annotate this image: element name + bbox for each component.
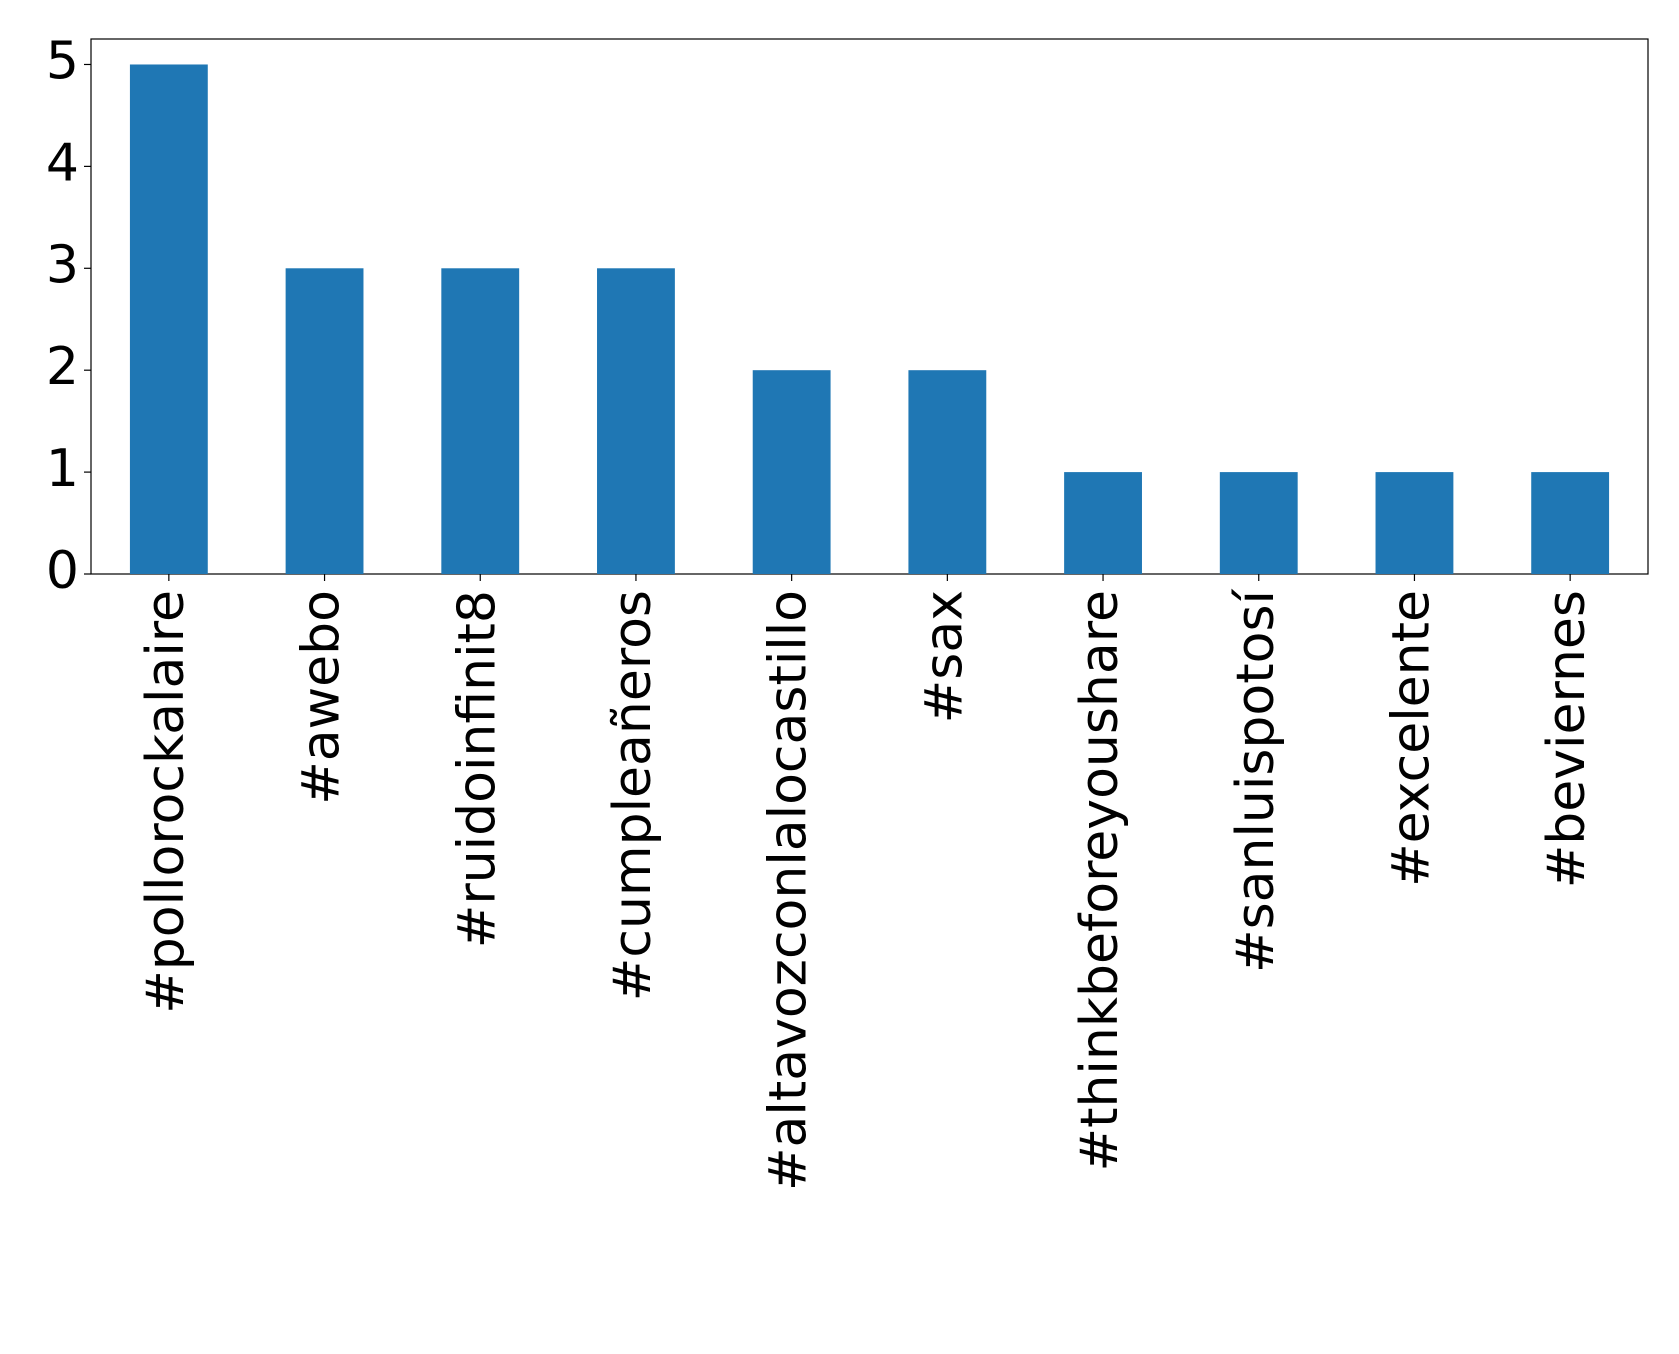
x-tick-label: #cumpleañeros xyxy=(603,590,663,1001)
x-tick-label: #thinkbeforeyoushare xyxy=(1070,590,1130,1171)
x-tick-label: #beviernes xyxy=(1537,590,1597,888)
bar xyxy=(1219,472,1298,574)
y-tick-label: 5 xyxy=(46,31,79,91)
bar xyxy=(441,268,520,574)
x-tick-label: #awebo xyxy=(292,590,352,805)
x-tick-label: #pollorockalaire xyxy=(136,590,196,1014)
x-tick-label: #excelente xyxy=(1381,590,1441,887)
bar xyxy=(1375,472,1454,574)
y-tick-label: 2 xyxy=(46,337,79,397)
bar xyxy=(597,268,675,574)
x-tick-label: #ruidoinfinit8 xyxy=(447,590,507,948)
bar xyxy=(1531,472,1610,574)
y-tick-label: 0 xyxy=(46,541,79,601)
x-tick-label: #sax xyxy=(914,590,974,723)
y-tick-label: 4 xyxy=(46,133,79,193)
bar xyxy=(285,268,364,574)
x-tick-label: #altavozconlalocastillo xyxy=(759,590,819,1191)
plot-frame xyxy=(90,38,1649,575)
bar xyxy=(1064,472,1142,574)
y-tick-label: 1 xyxy=(46,439,79,499)
y-tick-label: 3 xyxy=(46,235,79,295)
bar xyxy=(129,64,208,574)
bar xyxy=(908,370,987,574)
x-tick-label: #sanluispotosí xyxy=(1226,588,1286,973)
bar xyxy=(752,370,831,574)
